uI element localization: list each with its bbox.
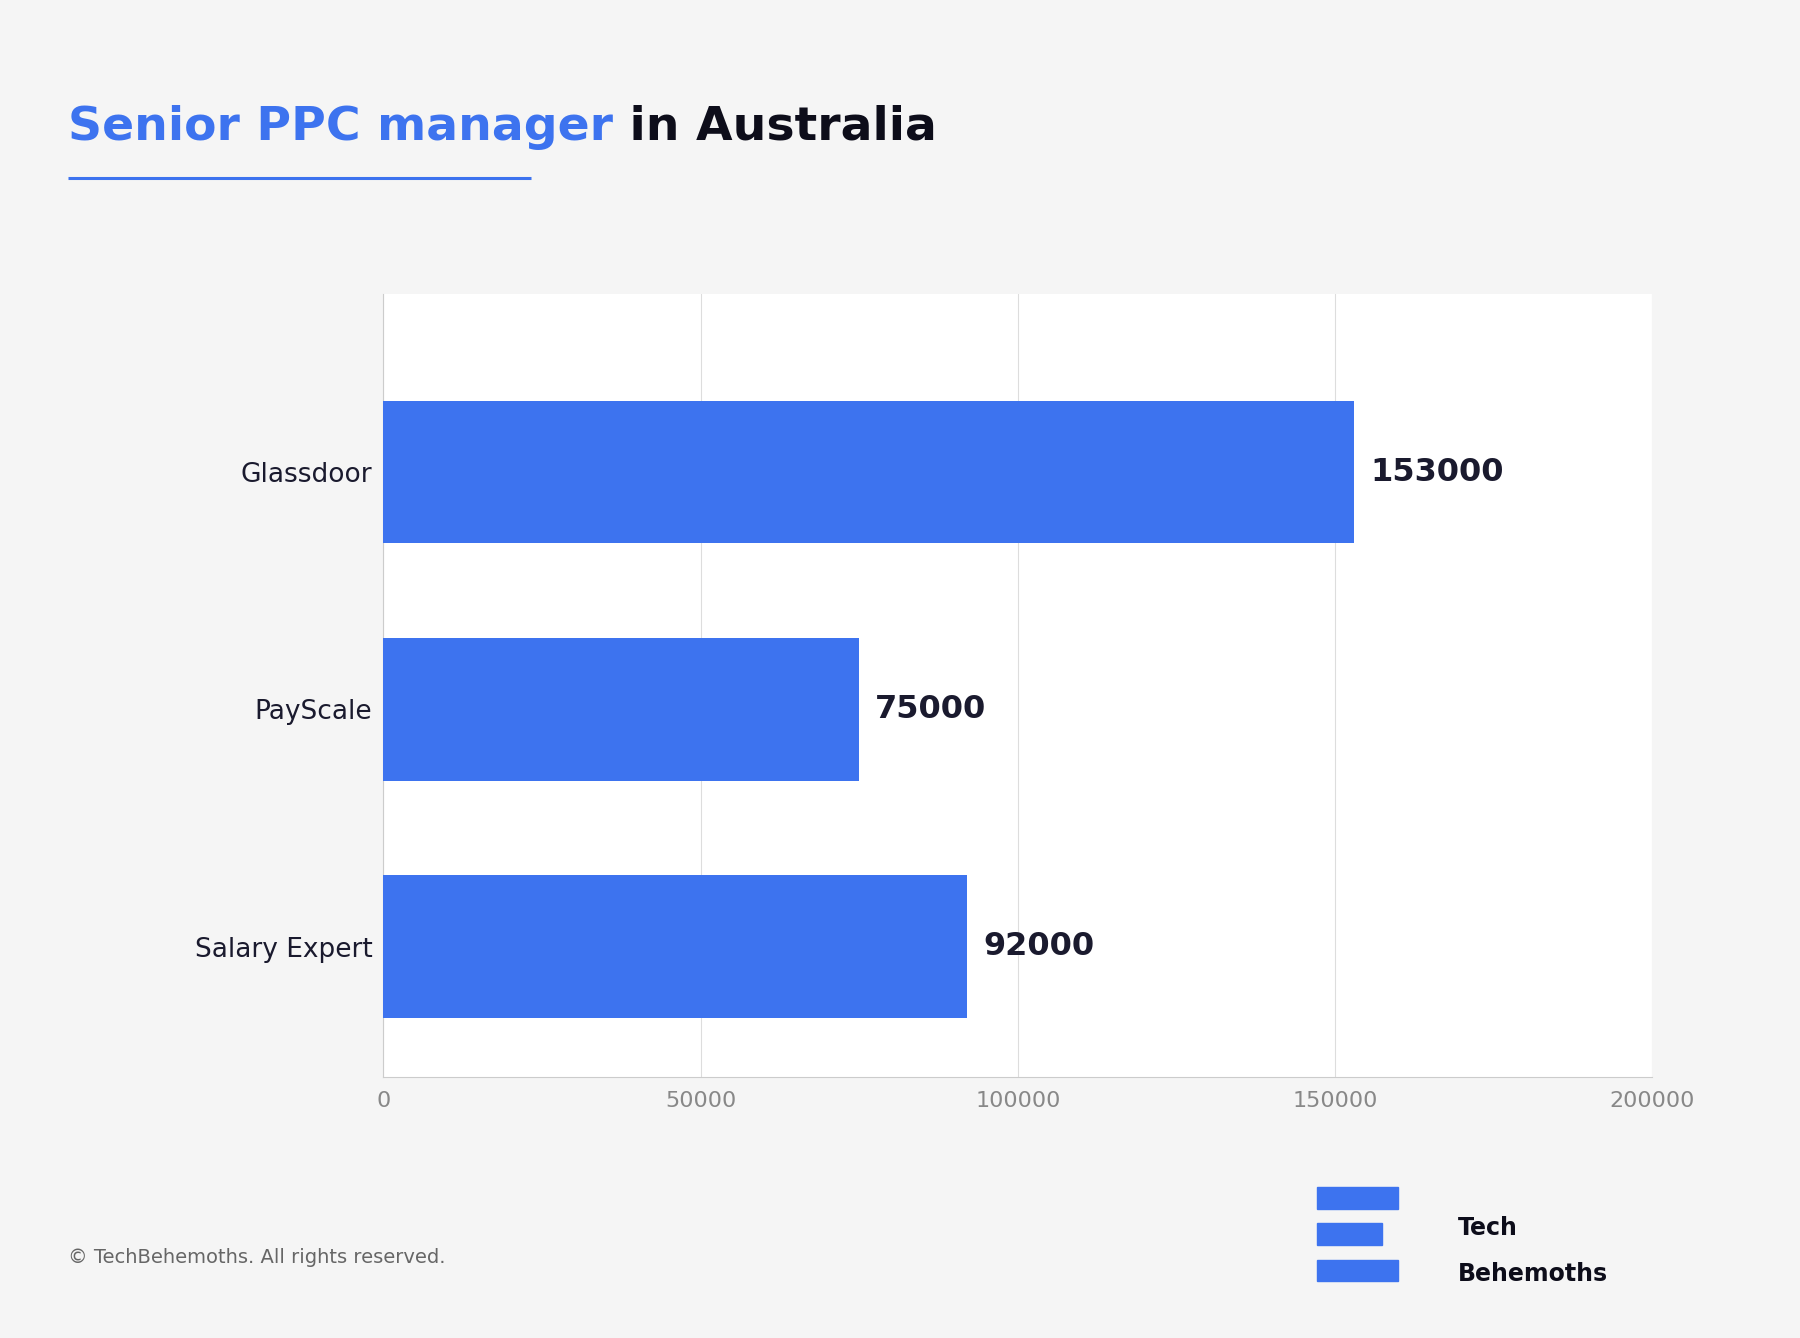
- Bar: [383, 401, 1354, 543]
- Text: 92000: 92000: [983, 931, 1094, 962]
- Text: Tech: Tech: [1458, 1216, 1517, 1240]
- Text: Senior PPC manager: Senior PPC manager: [68, 104, 614, 150]
- Text: Behemoths: Behemoths: [1458, 1262, 1607, 1286]
- Text: 153000: 153000: [1370, 456, 1503, 488]
- Bar: [383, 875, 967, 1018]
- Bar: [1318, 1223, 1382, 1244]
- Bar: [383, 638, 859, 780]
- Text: in Australia: in Australia: [614, 104, 938, 150]
- Bar: [1318, 1187, 1399, 1210]
- Text: 75000: 75000: [875, 694, 986, 725]
- Text: © TechBehemoths. All rights reserved.: © TechBehemoths. All rights reserved.: [68, 1248, 446, 1267]
- Bar: [1318, 1260, 1399, 1282]
